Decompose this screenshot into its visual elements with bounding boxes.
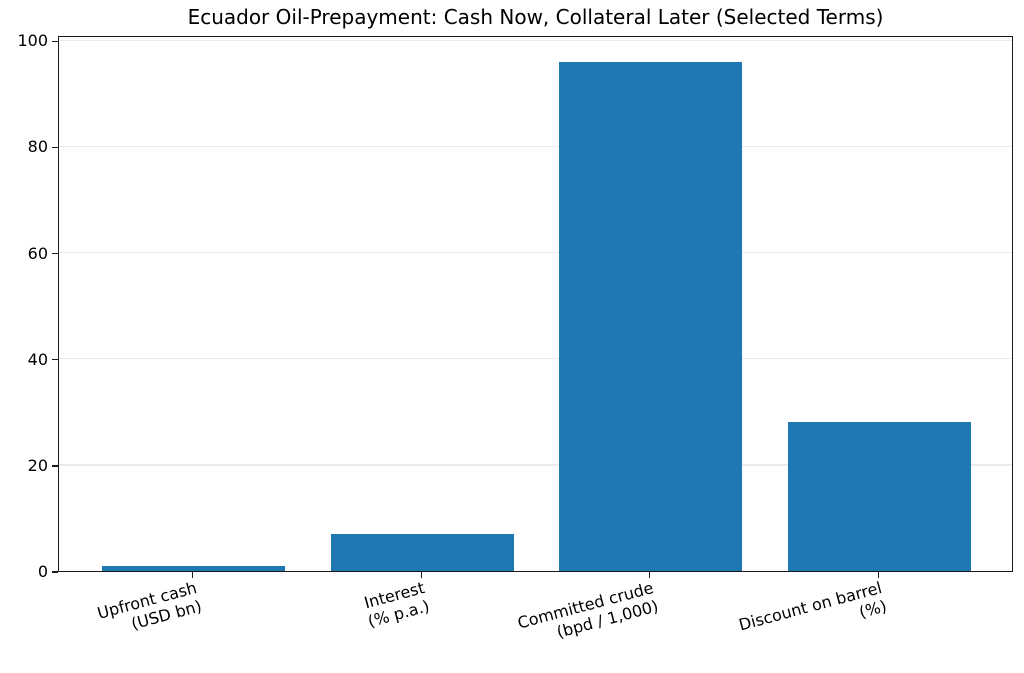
x-tick-mark-3 <box>877 572 879 578</box>
x-tick-mark-2 <box>649 572 651 578</box>
x-tick-mark-0 <box>192 572 194 578</box>
x-tick-label-0: Upfront cash (USD bn) <box>94 578 204 633</box>
x-tick-label-1: Interest (% p.a.) <box>362 578 432 631</box>
x-tick-mark-1 <box>420 572 422 578</box>
bar-3 <box>787 422 971 571</box>
y-tick-label-60: 60 <box>27 243 48 263</box>
x-tick-label-2: Committed crude (bpd / 1,000) <box>515 578 661 642</box>
gridline-y20 <box>59 464 1012 466</box>
x-tick-label-3: Discount on barrel (%) <box>736 578 889 635</box>
bar-1 <box>330 533 514 571</box>
chart-title: Ecuador Oil-Prepayment: Cash Now, Collat… <box>187 5 884 29</box>
gridline-y40 <box>59 358 1012 360</box>
y-tick-label-80: 80 <box>27 137 48 157</box>
bar-2 <box>559 61 743 571</box>
plot-area <box>58 36 1013 572</box>
y-tick-label-0: 0 <box>37 562 48 581</box>
gridline-y80 <box>59 145 1012 148</box>
y-tick-mark-40 <box>52 359 58 361</box>
y-tick-mark-100 <box>52 40 58 42</box>
bar-0 <box>102 565 286 571</box>
y-tick-label-20: 20 <box>27 455 48 475</box>
y-tick-mark-60 <box>52 252 58 255</box>
gridline-y60 <box>59 251 1012 254</box>
y-tick-label-40: 40 <box>27 349 48 369</box>
y-tick-mark-0 <box>52 571 58 573</box>
y-tick-mark-80 <box>52 146 58 149</box>
y-tick-mark-20 <box>52 465 58 467</box>
gridline-y100 <box>59 39 1012 41</box>
y-tick-label-100: 100 <box>17 31 48 51</box>
